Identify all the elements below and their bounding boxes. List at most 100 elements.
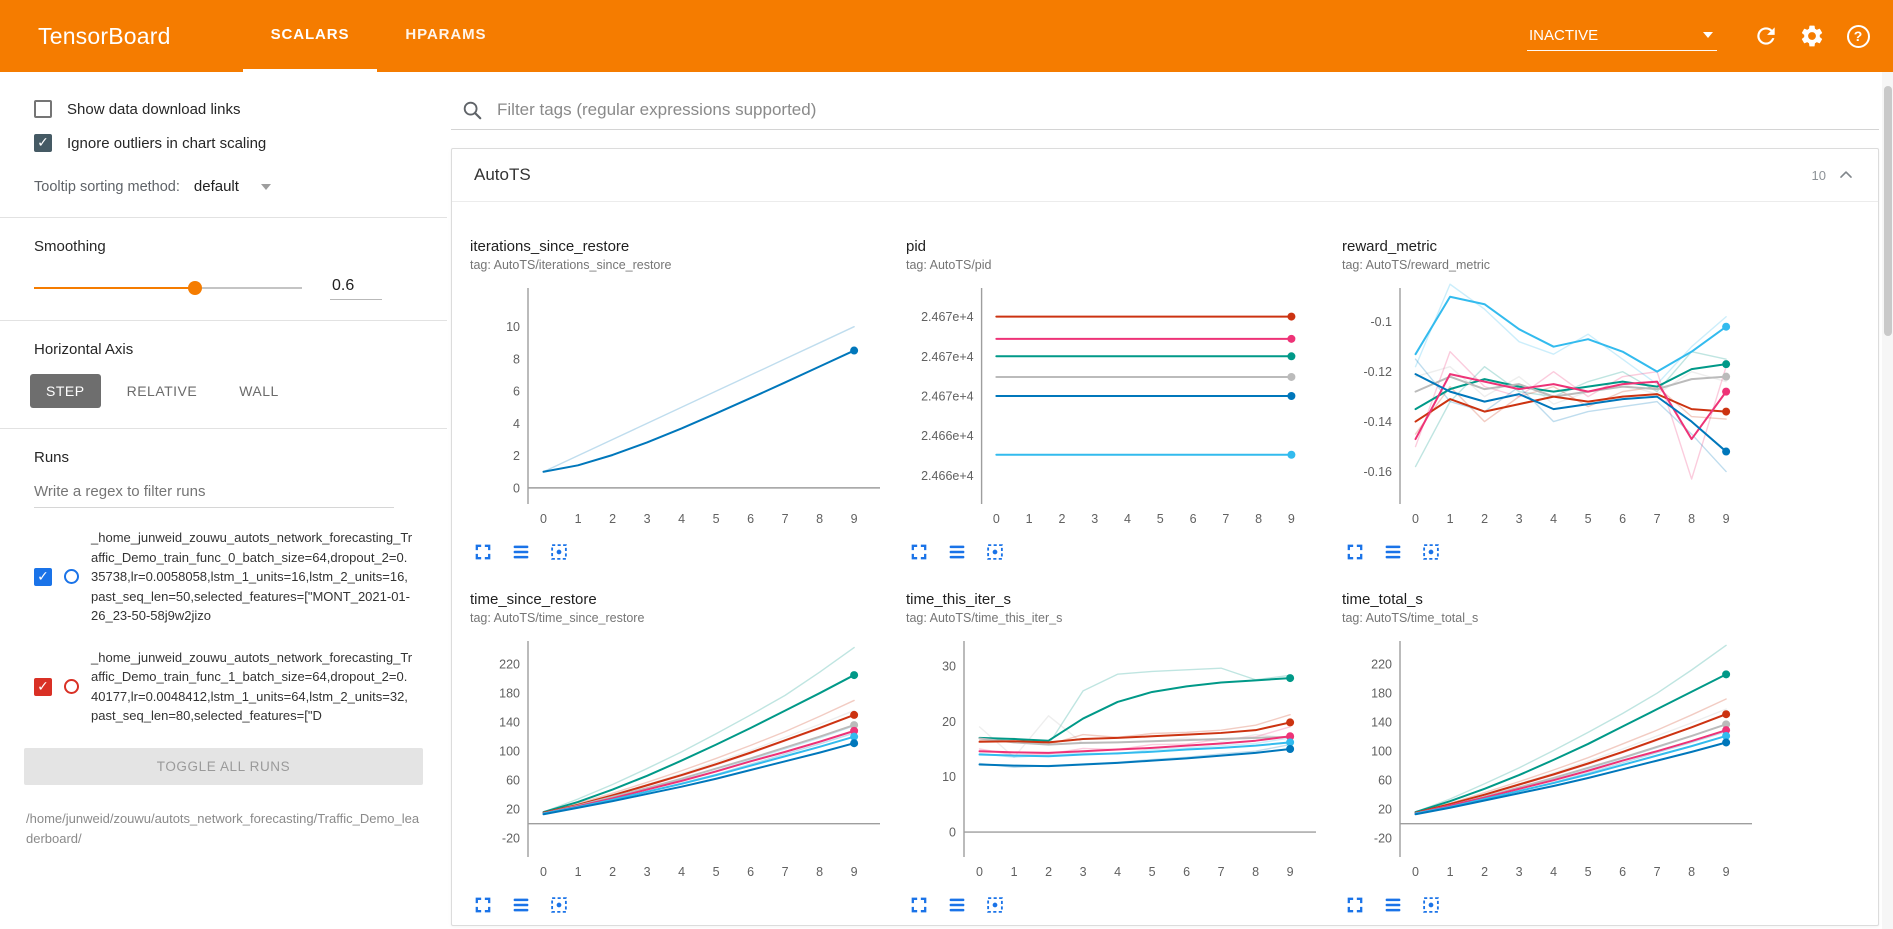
settings-icon[interactable] (1789, 13, 1835, 59)
svg-text:220: 220 (499, 658, 520, 672)
tag-filter-input[interactable] (497, 100, 1869, 120)
svg-text:7: 7 (782, 865, 789, 879)
scrollbar-thumb[interactable] (1883, 86, 1892, 336)
svg-text:-20: -20 (1374, 832, 1392, 846)
runs-selector-icon[interactable] (946, 894, 968, 916)
divider (0, 217, 447, 218)
status-dropdown[interactable]: INACTIVE (1527, 22, 1717, 51)
card-header[interactable]: AutoTS 10 (452, 149, 1878, 202)
svg-text:3: 3 (1516, 512, 1523, 526)
chevron-up-icon[interactable] (1836, 165, 1856, 185)
svg-text:0: 0 (513, 481, 520, 495)
fit-domain-icon[interactable] (1420, 541, 1442, 563)
svg-text:8: 8 (1255, 512, 1262, 526)
svg-text:-0.14: -0.14 (1364, 415, 1393, 429)
svg-text:9: 9 (1287, 865, 1294, 879)
runs-selector-icon[interactable] (510, 541, 532, 563)
svg-text:5: 5 (1585, 512, 1592, 526)
chart-plot-iterations_since_restore[interactable]: 0 2 4 6 8 10 0 1 2 3 4 5 6 7 8 9 (470, 280, 890, 532)
tab-scalars[interactable]: SCALARS (242, 0, 378, 72)
card-title[interactable]: AutoTS (474, 165, 531, 184)
scrollbar[interactable] (1882, 72, 1893, 929)
slider-thumb[interactable] (187, 280, 202, 295)
refresh-icon[interactable] (1743, 13, 1789, 59)
svg-text:7: 7 (1654, 865, 1661, 879)
axis-button-step[interactable]: STEP (30, 374, 101, 408)
run-checkbox[interactable]: ✓ (34, 567, 52, 586)
status-label: INACTIVE (1529, 26, 1599, 44)
chart-plot-time_total_s[interactable]: -20 20 60 100 140 180 220 0 1 2 3 4 5 6 7 8 9 (1342, 633, 1762, 885)
autots-card: AutoTS 10 iterations_since_restore tag: A… (451, 148, 1879, 926)
svg-text:5: 5 (1157, 512, 1164, 526)
svg-text:4: 4 (678, 865, 685, 879)
axis-button-wall[interactable]: WALL (239, 383, 279, 399)
axis-button-relative[interactable]: RELATIVE (126, 383, 198, 399)
tab-hparams[interactable]: HPARAMS (405, 26, 487, 43)
chart-toolbar (1344, 894, 1758, 916)
svg-text:4: 4 (1550, 865, 1557, 879)
runs-selector-icon[interactable] (946, 541, 968, 563)
svg-text:1: 1 (575, 865, 582, 879)
sidebar: Show data download links ✓ Ignore outlie… (0, 72, 447, 929)
run-checkbox[interactable]: ✓ (34, 677, 52, 696)
checkbox-ignore-outliers[interactable]: ✓ (34, 134, 52, 152)
fullscreen-icon[interactable] (472, 894, 494, 916)
chart-toolbar (908, 541, 1322, 563)
fit-domain-icon[interactable] (548, 894, 570, 916)
chart-plot-time_this_iter_s[interactable]: 0 10 20 30 0 1 2 3 4 5 6 7 8 9 (906, 633, 1326, 885)
svg-text:20: 20 (506, 803, 520, 817)
svg-text:180: 180 (499, 687, 520, 701)
fit-domain-icon[interactable] (984, 894, 1006, 916)
page-body: Show data download links ✓ Ignore outlie… (0, 72, 1893, 929)
fullscreen-icon[interactable] (1344, 894, 1366, 916)
fullscreen-icon[interactable] (908, 894, 930, 916)
runs-label: Runs (34, 449, 70, 466)
runs-filter-input[interactable] (34, 476, 394, 508)
fit-domain-icon[interactable] (984, 541, 1006, 563)
svg-text:8: 8 (816, 865, 823, 879)
svg-text:0: 0 (993, 512, 1000, 526)
run-item: ✓ _home_junweid_zouwu_autots_network_fore… (34, 528, 421, 626)
runs-selector-icon[interactable] (510, 894, 532, 916)
tooltip-sorting-row: Tooltip sorting method: default (34, 178, 417, 195)
svg-text:6: 6 (1619, 865, 1626, 879)
chart-tag: tag: AutoTS/time_since_restore (470, 611, 645, 625)
checkbox-show-download[interactable] (34, 100, 52, 118)
svg-text:220: 220 (1371, 658, 1392, 672)
chart-title: time_since_restore (470, 591, 597, 608)
tooltip-sorting-select[interactable]: default (194, 178, 271, 195)
chart-toolbar (472, 894, 886, 916)
runs-list: ✓ _home_junweid_zouwu_autots_network_fore… (0, 528, 447, 726)
help-icon[interactable]: ? (1835, 13, 1881, 59)
chart-plot-time_since_restore[interactable]: -20 20 60 100 140 180 220 0 1 2 3 4 5 6 7 8 9 (470, 633, 890, 885)
tooltip-sorting-value: default (193, 178, 239, 195)
help-glyph: ? (1846, 24, 1870, 48)
chart-plot-reward_metric[interactable]: -0.1 -0.12 -0.14 -0.16 0 1 2 3 4 5 6 7 8 9 (1342, 280, 1762, 532)
svg-text:0: 0 (976, 865, 983, 879)
fullscreen-icon[interactable] (1344, 541, 1366, 563)
slider-fill (34, 286, 195, 289)
fullscreen-icon[interactable] (908, 541, 930, 563)
runs-selector-icon[interactable] (1382, 894, 1404, 916)
toggle-all-runs-button[interactable]: TOGGLE ALL RUNS (24, 747, 423, 785)
ignore-outliers-row[interactable]: ✓ Ignore outliers in chart scaling (34, 134, 417, 152)
fit-domain-icon[interactable] (1420, 894, 1442, 916)
chart-tag: tag: AutoTS/reward_metric (1342, 258, 1490, 272)
svg-text:1: 1 (575, 512, 582, 526)
fit-domain-icon[interactable] (548, 541, 570, 563)
runs-selector-icon[interactable] (1382, 541, 1404, 563)
fullscreen-icon[interactable] (472, 541, 494, 563)
run-color-radio[interactable] (64, 569, 79, 585)
svg-text:2: 2 (1481, 865, 1488, 879)
svg-text:5: 5 (1149, 865, 1156, 879)
svg-text:30: 30 (942, 659, 956, 673)
show-download-row[interactable]: Show data download links (34, 100, 417, 118)
chart-plot-pid[interactable]: 2.467e+4 2.467e+4 2.467e+4 2.466e+4 2.466e+4… (906, 280, 1326, 532)
run-color-radio[interactable] (64, 679, 79, 694)
chevron-down-icon (1703, 32, 1713, 38)
chart-toolbar (908, 894, 1322, 916)
chart-card-reward_metric: reward_metric tag: AutoTS/reward_metric -0… (1330, 216, 1766, 569)
smoothing-value[interactable]: 0.6 (330, 275, 382, 300)
smoothing-slider[interactable] (34, 280, 302, 295)
svg-text:5: 5 (1585, 865, 1592, 879)
